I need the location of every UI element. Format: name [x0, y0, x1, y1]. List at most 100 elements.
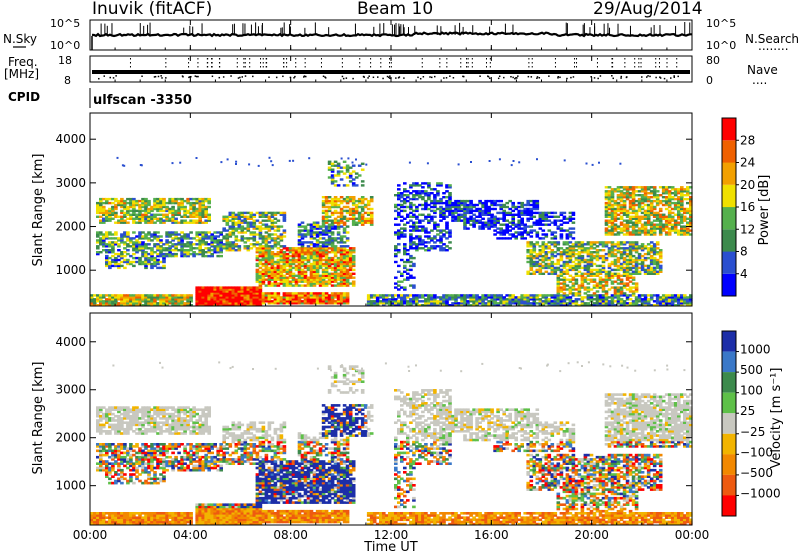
power-cell: [430, 247, 434, 250]
power-cell: [478, 201, 482, 205]
power-cell: [544, 219, 549, 222]
power-cell: [478, 221, 482, 224]
power-cell: [619, 300, 624, 303]
power-cell: [144, 298, 148, 301]
power-cell: [138, 209, 142, 213]
power-cell: [610, 272, 615, 275]
power-cell: [403, 243, 407, 246]
power-cell: [619, 197, 624, 201]
power-cell: [433, 197, 437, 201]
nave-point: [363, 76, 365, 78]
power-cell: [526, 201, 530, 205]
power-cell: [514, 207, 518, 211]
power-cell: [105, 294, 109, 297]
power-cell: [625, 219, 630, 222]
power-cell: [622, 252, 627, 256]
power-cell: [616, 249, 621, 252]
power-cell: [126, 211, 130, 215]
power-cell: [150, 296, 154, 299]
power-cell: [372, 304, 377, 307]
power-cell: [264, 231, 269, 234]
nave-point: [388, 76, 390, 79]
power-cell: [622, 274, 627, 277]
power-cell: [129, 245, 133, 248]
power-cell: [345, 262, 350, 266]
power-cell: [360, 168, 365, 171]
power-cell: [640, 249, 645, 252]
power-cell: [394, 298, 398, 301]
power-cell: [156, 245, 160, 248]
power-cell: [427, 192, 431, 195]
power-cell: [246, 227, 251, 230]
power-cell: [517, 209, 521, 213]
power-cell: [544, 213, 549, 216]
power-cell: [610, 190, 615, 193]
nave-point: [517, 75, 519, 77]
power-cell: [622, 227, 627, 230]
power-cell: [391, 304, 395, 307]
power-cell: [460, 201, 464, 205]
power-cell: [177, 296, 181, 299]
power-cell: [553, 254, 558, 258]
power-cell: [445, 199, 449, 203]
power-cell: [270, 284, 275, 287]
power-cell: [406, 296, 410, 299]
power-cell: [622, 229, 627, 232]
power-cell: [607, 229, 612, 232]
power-cell: [640, 243, 645, 246]
power-cell: [460, 207, 464, 211]
cpid-text: ulfscan -3350: [93, 93, 192, 108]
power-cell: [574, 268, 579, 272]
power-cell: [171, 211, 175, 215]
power-cell: [634, 229, 639, 232]
power-cell: [610, 268, 615, 272]
power-cell: [493, 203, 497, 207]
power-cell: [174, 294, 178, 297]
power-cell: [204, 296, 208, 299]
power-cell: [249, 296, 254, 299]
power-cell: [132, 300, 136, 303]
power-cell: [114, 256, 118, 260]
power-cell: [616, 197, 621, 201]
power-cell: [315, 235, 320, 238]
power-cell: [132, 217, 136, 220]
power-cell: [412, 209, 416, 213]
power-cell: [312, 300, 317, 303]
power-cell: [613, 260, 618, 264]
power-cell: [613, 264, 618, 268]
power-cell: [502, 205, 506, 209]
power-cell: [336, 166, 341, 169]
power-cell: [406, 213, 410, 216]
power-cell: [409, 211, 413, 215]
power-cell: [427, 249, 431, 252]
power-cell: [306, 296, 311, 299]
power-cell: [622, 258, 627, 262]
power-cell: [610, 196, 615, 199]
power-cell: [403, 294, 407, 297]
power-cell: [475, 221, 479, 224]
power-cell: [324, 251, 329, 254]
power-cell: [135, 235, 139, 238]
power-cell: [445, 207, 449, 211]
power-cell: [526, 211, 530, 215]
power-cell: [153, 258, 157, 262]
power-cell: [195, 207, 199, 211]
power-cell: [634, 245, 639, 248]
power-cell: [345, 239, 350, 242]
power-cell: [529, 217, 534, 220]
power-cell: [150, 258, 154, 262]
power-cell: [135, 298, 139, 301]
power-cell: [589, 280, 594, 283]
power-cell: [306, 223, 311, 226]
power-cell: [442, 215, 446, 218]
power-cell: [330, 164, 335, 167]
power-cell: [324, 282, 329, 285]
power-cell: [255, 276, 260, 279]
power-cell: [288, 258, 293, 262]
power-cell: [357, 215, 362, 218]
power-cell: [177, 221, 181, 224]
power-cell: [318, 247, 323, 250]
power-cell: [315, 302, 320, 305]
power-cell: [192, 205, 196, 209]
power-cell: [258, 258, 263, 262]
